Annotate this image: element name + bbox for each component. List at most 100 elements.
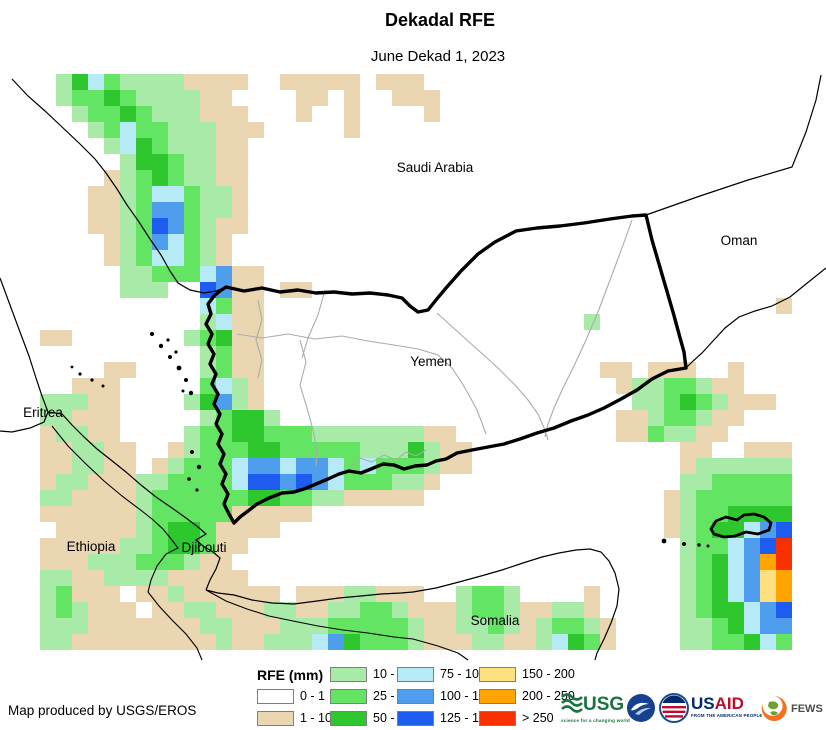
- rfe-cell: [456, 602, 472, 618]
- rfe-cell: [216, 170, 232, 186]
- rfe-cell: [88, 74, 104, 90]
- rfe-cell: [200, 634, 216, 650]
- rfe-cell: [328, 74, 344, 90]
- rfe-cell: [56, 538, 72, 554]
- rfe-cell: [408, 602, 424, 618]
- rfe-cell: [200, 106, 216, 122]
- rfe-cell: [360, 442, 376, 458]
- rfe-cell: [136, 266, 152, 282]
- admin-boundaries: [236, 219, 633, 471]
- rfe-cell: [680, 410, 696, 426]
- rfe-cell: [568, 602, 584, 618]
- rfe-cell: [696, 410, 712, 426]
- rfe-cell: [56, 522, 72, 538]
- rfe-cell: [232, 570, 248, 586]
- rfe-cell: [408, 490, 424, 506]
- rfe-cell: [680, 458, 696, 474]
- rfe-cell: [376, 490, 392, 506]
- rfe-cell: [136, 138, 152, 154]
- rfe-cell: [344, 586, 360, 602]
- rfe-cell: [120, 106, 136, 122]
- rfe-cell: [728, 634, 744, 650]
- rfe-cell: [520, 602, 536, 618]
- somalia-coastline: [205, 548, 620, 661]
- rfe-cell: [728, 410, 744, 426]
- rfe-cell: [136, 154, 152, 170]
- rfe-cell: [104, 170, 120, 186]
- rfe-cell: [88, 202, 104, 218]
- rfe-cell: [184, 250, 200, 266]
- rfe-cell: [744, 570, 760, 586]
- rfe-cell: [152, 634, 168, 650]
- legend-swatch: [330, 688, 367, 704]
- rfe-cell: [248, 298, 264, 314]
- rfe-cell: [728, 618, 744, 634]
- rfe-cell: [184, 554, 200, 570]
- rfe-cell: [184, 570, 200, 586]
- rfe-cell: [552, 602, 568, 618]
- rfe-cell: [760, 458, 776, 474]
- rfe-cell: [712, 474, 728, 490]
- rfe-cell: [40, 586, 56, 602]
- rfe-cell: [232, 634, 248, 650]
- rfe-cell: [168, 634, 184, 650]
- rfe-cell: [40, 570, 56, 586]
- rfe-cell: [712, 378, 728, 394]
- rfe-cell: [120, 602, 136, 618]
- rfe-cell: [392, 490, 408, 506]
- rfe-cell: [232, 266, 248, 282]
- rfe-cell: [168, 474, 184, 490]
- rfe-cell: [72, 522, 88, 538]
- rfe-cell: [472, 634, 488, 650]
- rfe-cell: [120, 570, 136, 586]
- rfe-cell: [216, 250, 232, 266]
- rfe-cell: [216, 122, 232, 138]
- rfe-cell: [376, 458, 392, 474]
- rfe-cell: [728, 554, 744, 570]
- rfe-cell: [200, 554, 216, 570]
- rfe-cell: [728, 490, 744, 506]
- rfe-cell: [312, 74, 328, 90]
- rfe-cell: [296, 506, 312, 522]
- rfe-cell: [760, 490, 776, 506]
- rfe-cell: [680, 570, 696, 586]
- rfe-cell: [424, 90, 440, 106]
- rfe-cell: [424, 426, 440, 442]
- rfe-cell: [168, 570, 184, 586]
- legend-item-1-10: 1 - 10: [257, 710, 332, 726]
- rfe-cell: [232, 74, 248, 90]
- rfe-cell: [232, 186, 248, 202]
- map-credit: Map produced by USGS/EROS: [8, 703, 197, 718]
- rfe-cell: [760, 570, 776, 586]
- rfe-cell: [88, 378, 104, 394]
- rfe-cell: [472, 586, 488, 602]
- rfe-cell: [248, 522, 264, 538]
- rfe-cell: [152, 74, 168, 90]
- rfe-cell: [552, 618, 568, 634]
- rfe-cell: [312, 90, 328, 106]
- rfe-cell: [776, 474, 792, 490]
- rfe-cell: [616, 378, 632, 394]
- rfe-cell: [72, 506, 88, 522]
- rfe-cell: [200, 74, 216, 90]
- rfe-cell: [104, 458, 120, 474]
- rfe-cell: [776, 506, 792, 522]
- rfe-cell: [72, 474, 88, 490]
- rfe-cell: [104, 250, 120, 266]
- rfe-cell: [600, 362, 616, 378]
- rfe-cell: [152, 266, 168, 282]
- rfe-cell: [248, 602, 264, 618]
- rfe-cell: [232, 602, 248, 618]
- coastlines: [0, 74, 826, 661]
- rfe-cell: [136, 474, 152, 490]
- rfe-cell: [136, 74, 152, 90]
- noaa-icon: [627, 694, 655, 722]
- rfe-cell: [56, 426, 72, 442]
- rfe-cell: [696, 506, 712, 522]
- rfe-cell: [152, 250, 168, 266]
- rfe-cell: [152, 570, 168, 586]
- rfe-cell: [120, 154, 136, 170]
- usgs-logo: USGS science for a changing world: [561, 691, 637, 723]
- rfe-cell: [280, 474, 296, 490]
